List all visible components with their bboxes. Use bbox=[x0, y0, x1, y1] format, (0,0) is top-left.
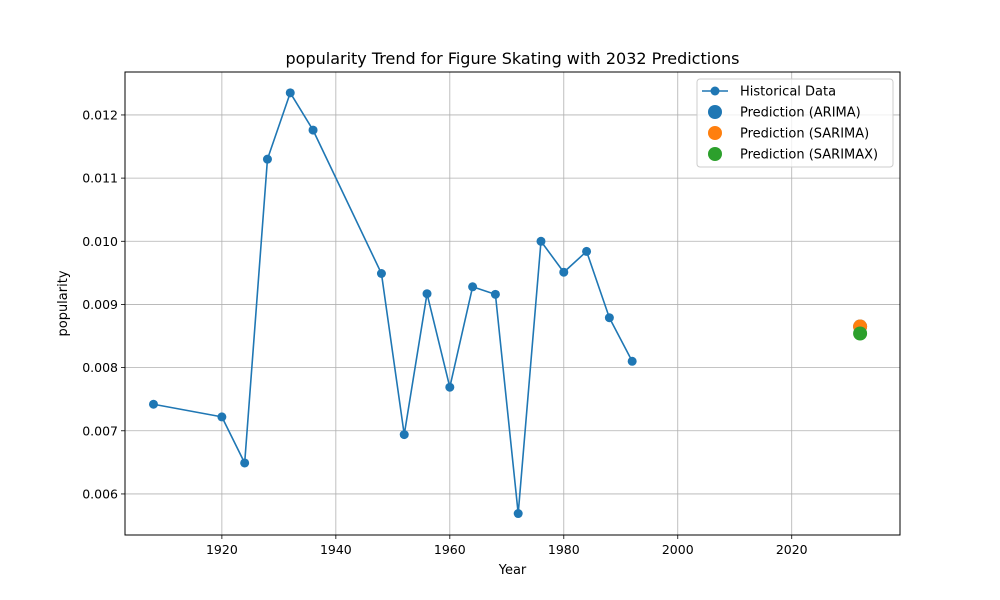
plot-frame bbox=[124, 71, 901, 536]
historical-data-point bbox=[627, 356, 637, 366]
x-tick-label: 1920 bbox=[206, 542, 238, 557]
historical-data-point bbox=[582, 246, 592, 256]
y-tick-label: 0.011 bbox=[82, 171, 118, 186]
legend: Historical Data Prediction (ARIMA) Predict… bbox=[696, 78, 894, 168]
legend-label: Prediction (SARIMA) bbox=[740, 127, 869, 142]
historical-data-point bbox=[240, 458, 250, 468]
historical-data-line bbox=[153, 92, 633, 515]
legend-label: Prediction (ARIMA) bbox=[740, 106, 861, 121]
historical-data-point bbox=[262, 154, 272, 164]
legend-marker bbox=[710, 86, 720, 96]
historical-data-point bbox=[422, 289, 432, 299]
historical-data-point bbox=[376, 268, 386, 278]
legend-marker bbox=[708, 147, 722, 161]
tick-layer: 1920 1940 1960 1980 2000 2020 0.006 0.007 0.008 0… bbox=[82, 107, 807, 557]
legend-label: Historical Data bbox=[740, 85, 836, 100]
legend-label: Prediction (SARIMAX) bbox=[740, 148, 878, 163]
prediction-point-prediction-sarimax bbox=[853, 326, 868, 341]
historical-data-point bbox=[490, 289, 500, 299]
legend-marker bbox=[708, 126, 722, 140]
historical-data-point bbox=[308, 125, 318, 135]
historical-data-point bbox=[399, 430, 409, 440]
y-axis-label: popularity bbox=[56, 270, 71, 336]
historical-data-point bbox=[559, 267, 569, 277]
x-tick-label: 1960 bbox=[434, 542, 466, 557]
y-tick-label: 0.008 bbox=[82, 360, 118, 375]
historical-data-point bbox=[217, 412, 227, 422]
y-tick-label: 0.006 bbox=[82, 486, 118, 501]
historical-data-point bbox=[445, 382, 455, 392]
historical-data-point bbox=[468, 282, 478, 292]
y-tick-label: 0.007 bbox=[82, 423, 118, 438]
x-axis-label: Year bbox=[498, 563, 527, 578]
historical-data-point bbox=[513, 509, 523, 519]
x-tick-label: 1940 bbox=[320, 542, 352, 557]
grid-layer bbox=[125, 72, 900, 535]
legend-box bbox=[696, 78, 894, 168]
historical-data-point bbox=[148, 399, 158, 409]
y-tick-label: 0.012 bbox=[82, 107, 118, 122]
historical-data-point bbox=[285, 88, 295, 98]
legend-marker bbox=[708, 105, 722, 119]
historical-data-point bbox=[604, 313, 614, 323]
y-tick-label: 0.010 bbox=[82, 234, 118, 249]
x-tick-label: 1980 bbox=[548, 542, 580, 557]
x-tick-label: 2020 bbox=[776, 542, 808, 557]
chart-title: popularity Trend for Figure Skating with… bbox=[286, 49, 740, 68]
historical-data-point bbox=[536, 236, 546, 246]
x-tick-label: 2000 bbox=[662, 542, 694, 557]
y-tick-label: 0.009 bbox=[82, 297, 118, 312]
series-layer bbox=[148, 88, 868, 519]
